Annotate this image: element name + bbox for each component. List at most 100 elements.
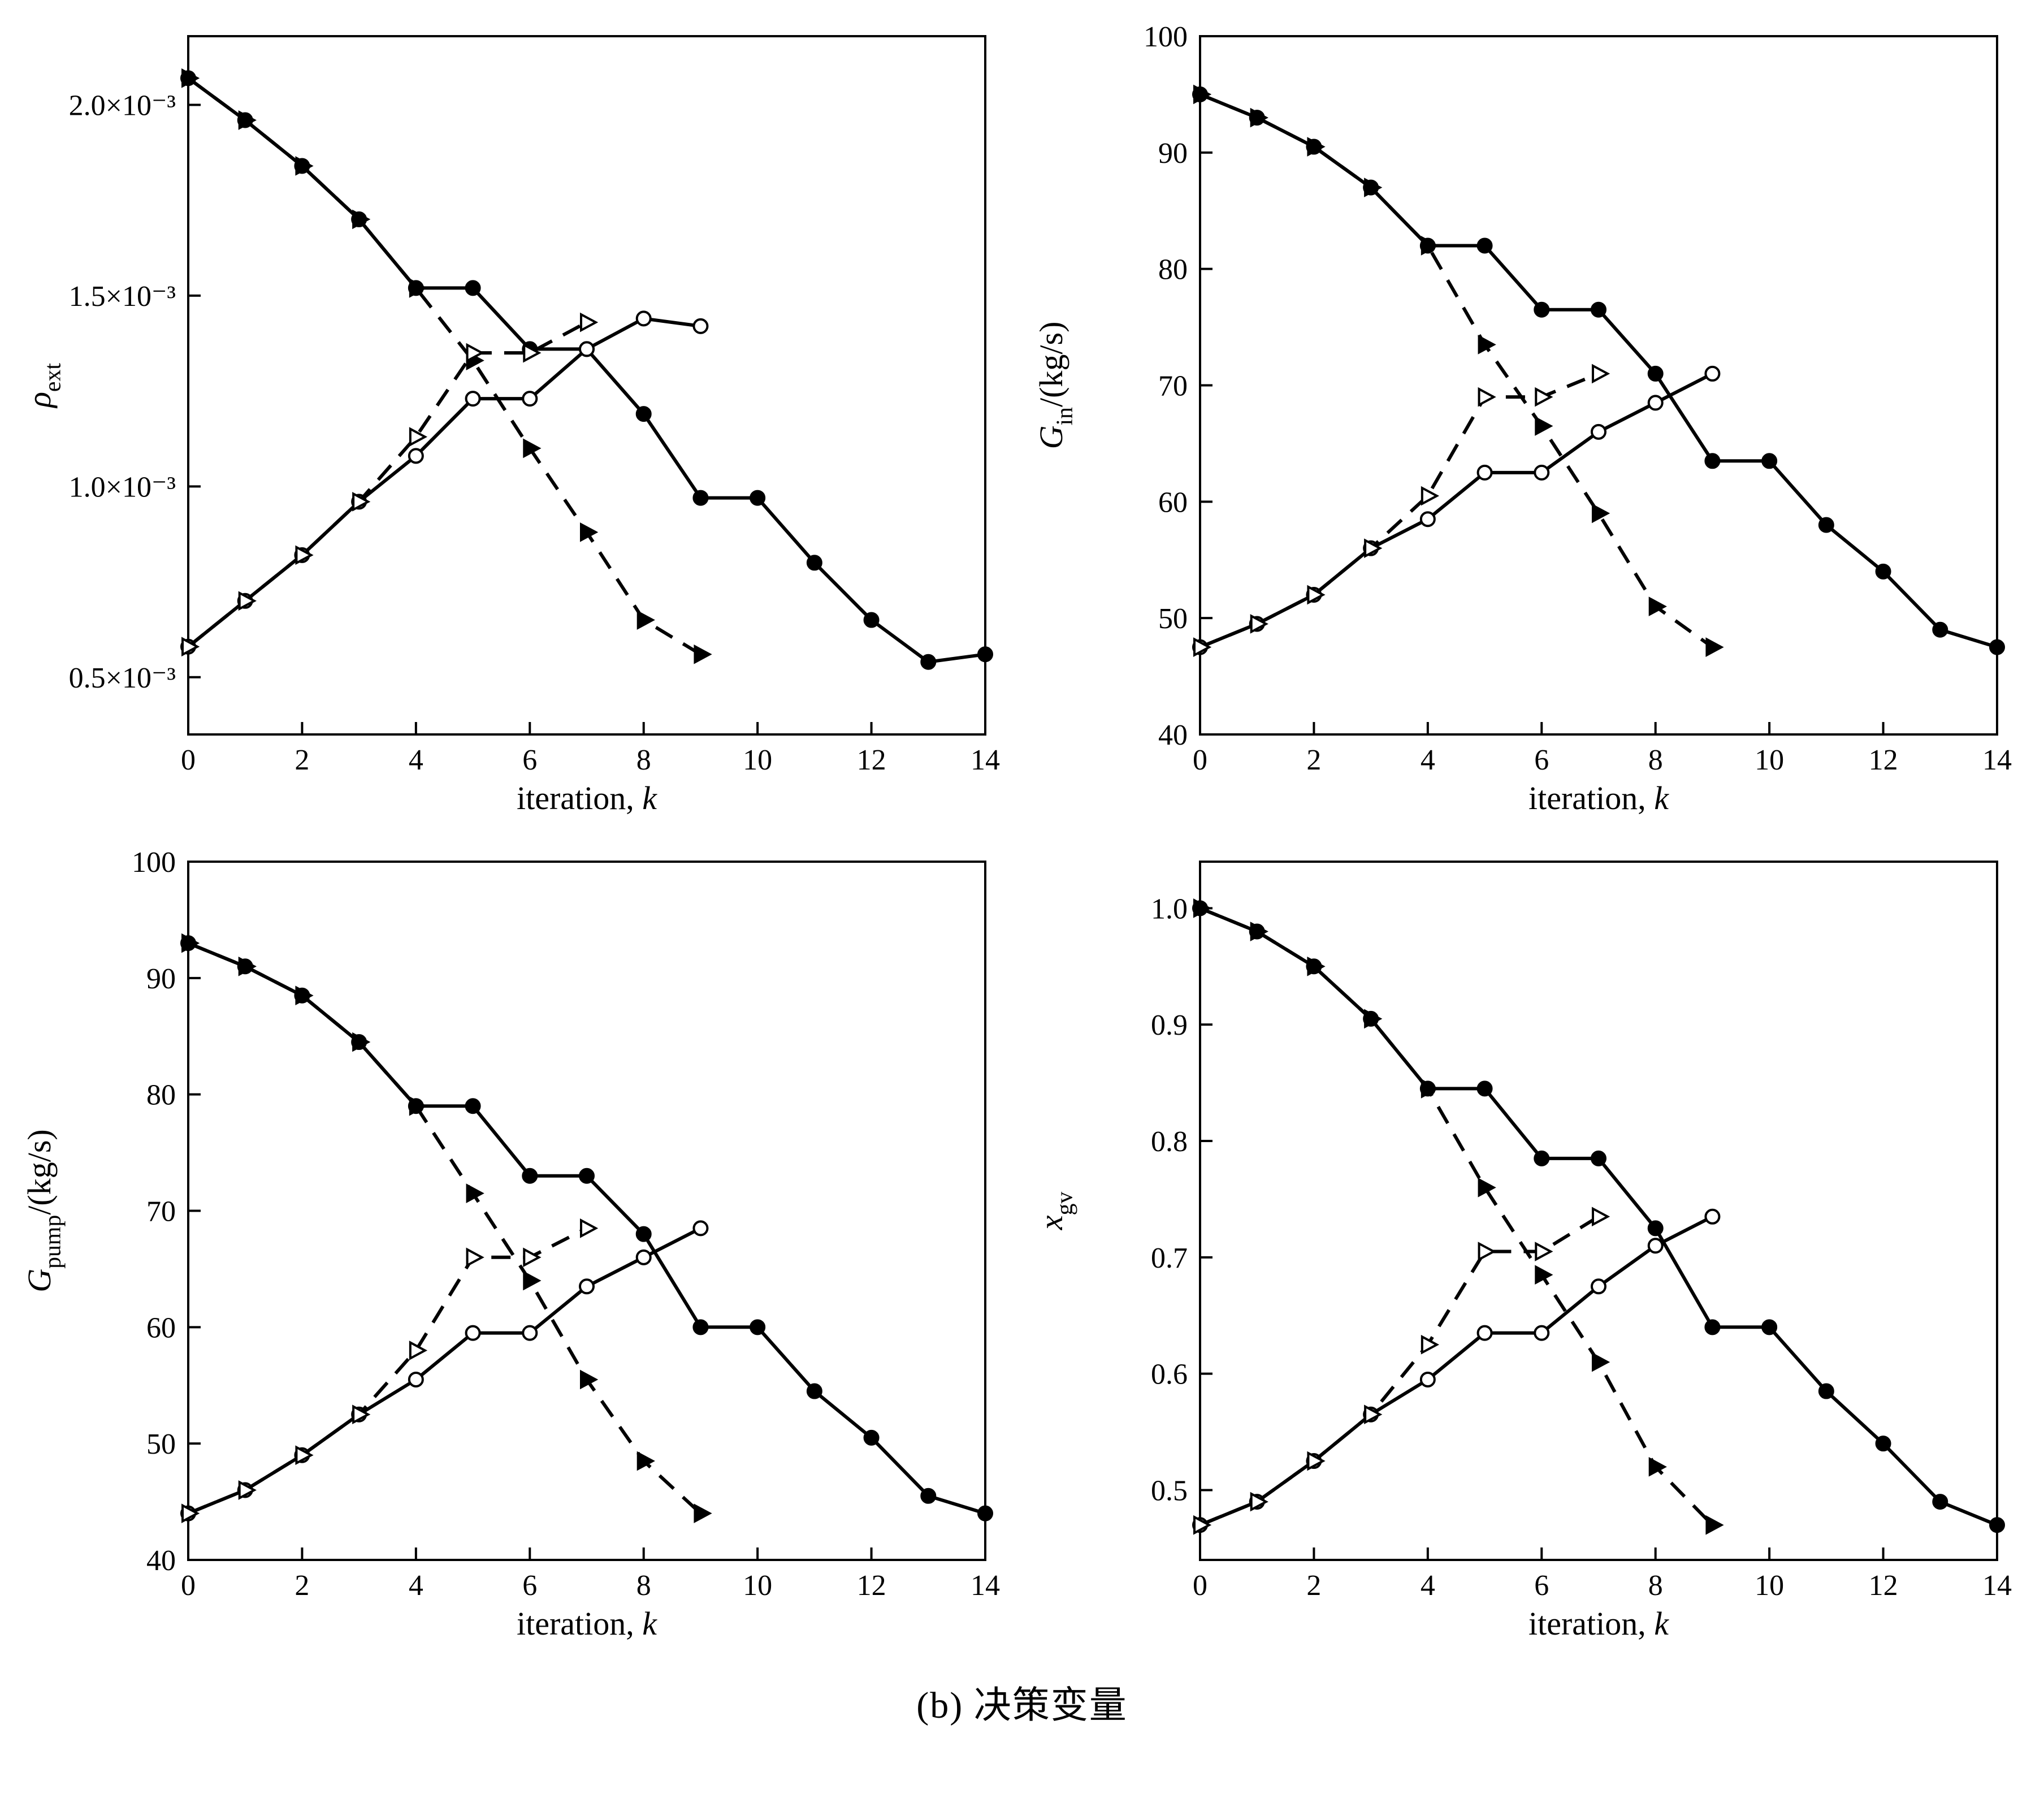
circle-filled-marker xyxy=(1761,1319,1778,1335)
triangle-filled-marker xyxy=(1705,637,1724,657)
circle-filled-marker xyxy=(1989,639,2005,655)
series-open-circle-solid xyxy=(1192,1208,1721,1533)
y-tick-label: 60 xyxy=(1158,486,1188,518)
circle-filled-marker xyxy=(692,490,709,506)
series-line-filled-triangle-dashed xyxy=(1199,93,1714,649)
circle-open-marker xyxy=(1476,464,1493,481)
triangle-open-marker xyxy=(523,343,542,363)
triangle-filled-marker xyxy=(181,68,200,88)
triangle-open-marker xyxy=(1478,1242,1496,1261)
triangle-filled-marker xyxy=(295,985,314,1006)
triangle-filled-marker xyxy=(694,1503,712,1524)
circle-open-marker xyxy=(465,1325,481,1341)
x-tick-label: 2 xyxy=(1306,744,1321,776)
y-tick-label: 100 xyxy=(132,846,176,879)
triangle-filled-marker xyxy=(1421,236,1440,256)
x-tick-label: 14 xyxy=(1982,1570,2012,1602)
triangle-open-marker xyxy=(181,1503,200,1524)
triangle-filled-marker xyxy=(1478,335,1496,355)
y-tick-label: 0.5×10⁻³ xyxy=(69,662,176,694)
triangle-open-marker xyxy=(1478,387,1496,407)
triangle-open-marker xyxy=(466,1247,484,1268)
y-tick-label: 50 xyxy=(146,1428,176,1460)
circle-open-marker xyxy=(1419,511,1436,528)
series-open-triangle-dashed xyxy=(1193,1207,1610,1535)
triangle-filled-marker xyxy=(1307,956,1326,976)
circle-open-marker xyxy=(692,318,709,334)
series-filled-triangle-dashed xyxy=(181,933,712,1524)
circle-filled-marker xyxy=(1875,563,1891,580)
series-line-open-triangle-dashed xyxy=(187,321,588,649)
x-tick-label: 2 xyxy=(295,1570,309,1602)
chart-x-gv-plot: 0 2 4 6 8 10 12 14 0.5 0.6 0.7 0.8 0.9 1.0 iteration, … xyxy=(1033,861,2012,1642)
circle-filled-marker xyxy=(579,1168,595,1184)
circle-open-marker xyxy=(1419,1371,1436,1387)
x-tick-label: 10 xyxy=(1755,1570,1784,1602)
circle-filled-marker xyxy=(750,1319,766,1335)
x-tick-label: 10 xyxy=(743,1570,772,1602)
x-tick-label: 4 xyxy=(409,744,423,776)
triangle-open-marker xyxy=(1307,1451,1326,1471)
x-tick-label: 8 xyxy=(636,744,651,776)
circle-filled-marker xyxy=(863,1429,880,1446)
series-open-circle-solid xyxy=(180,310,709,655)
x-axis: 0 2 4 6 8 10 12 14 xyxy=(1193,1547,2012,1602)
triangle-filled-marker xyxy=(466,1183,484,1203)
circle-filled-marker xyxy=(750,490,766,506)
triangle-open-marker xyxy=(352,491,371,512)
series-filled-triangle-dashed xyxy=(1193,84,1724,657)
y-tick-label: 0.9 xyxy=(1151,1009,1188,1041)
plot-frame xyxy=(1199,35,1998,736)
circle-open-marker xyxy=(522,1325,538,1341)
circle-filled-marker xyxy=(1476,1080,1493,1097)
chart-g-pump: 0 2 4 6 8 10 12 14 40 50 60 70 80 90 100 iteration, k Gp… xyxy=(10,833,1022,1659)
chart-rho-ext: 0 2 4 6 8 10 12 14 0.5×10⁻³ 1.0×10⁻³ 1.5×10⁻³ 2.0×1… xyxy=(10,8,1022,833)
circle-filled-marker xyxy=(1534,301,1550,318)
circle-open-marker xyxy=(1704,1208,1721,1225)
figure-caption: (b) 决策变量 xyxy=(916,1685,1128,1726)
series-line-filled-triangle-dashed xyxy=(187,76,701,656)
y-tick-label: 1.0 xyxy=(1151,893,1188,925)
x-tick-label: 8 xyxy=(636,1570,651,1602)
triangle-filled-marker xyxy=(1193,84,1212,105)
triangle-filled-marker xyxy=(181,933,200,953)
triangle-filled-marker xyxy=(1592,1352,1610,1372)
triangle-open-marker xyxy=(1250,1492,1268,1512)
y-tick-label: 100 xyxy=(1144,21,1188,53)
circle-filled-marker xyxy=(977,646,993,663)
triangle-open-marker xyxy=(1364,1404,1383,1425)
x-tick-label: 12 xyxy=(857,1570,886,1602)
y-axis-title: Gpump/(kg/s) xyxy=(21,1129,66,1292)
circle-open-marker xyxy=(465,391,481,407)
triangle-filled-marker xyxy=(1592,503,1610,524)
circle-filled-marker xyxy=(1704,453,1721,469)
x-tick-label: 4 xyxy=(409,1570,423,1602)
triangle-filled-marker xyxy=(1250,922,1268,941)
circle-open-marker xyxy=(1647,395,1664,411)
y-tick-label: 60 xyxy=(146,1312,176,1344)
chart-g-pump-plot: 0 2 4 6 8 10 12 14 40 50 60 70 80 90 100 iteration, k Gp… xyxy=(21,846,1000,1642)
y-tick-label: 0.8 xyxy=(1151,1126,1188,1158)
x-tick-label: 12 xyxy=(857,744,886,776)
circle-filled-marker xyxy=(1932,1494,1948,1510)
y-axis-title: ρext xyxy=(21,363,66,409)
circle-filled-marker xyxy=(920,654,937,670)
y-tick-label: 0.7 xyxy=(1151,1242,1188,1274)
y-tick-label: 1.5×10⁻³ xyxy=(69,280,176,313)
series-line-open-triangle-dashed xyxy=(1199,1215,1600,1527)
x-tick-label: 10 xyxy=(743,744,772,776)
triangle-filled-marker xyxy=(1478,1177,1496,1198)
x-tick-label: 12 xyxy=(1869,744,1898,776)
triangle-filled-marker xyxy=(523,438,542,459)
triangle-filled-marker xyxy=(409,1096,428,1116)
y-axis: 40 50 60 70 80 90 100 xyxy=(1144,21,1212,751)
circle-filled-marker xyxy=(1932,621,1948,638)
circle-open-marker xyxy=(1476,1325,1493,1341)
circle-filled-marker xyxy=(920,1488,937,1504)
triangle-open-marker xyxy=(1535,1242,1553,1261)
circle-filled-marker xyxy=(1818,517,1834,533)
x-axis-title: iteration, k xyxy=(1528,1605,1669,1642)
y-tick-label: 90 xyxy=(1158,137,1188,170)
y-axis: 0.5 0.6 0.7 0.8 0.9 1.0 xyxy=(1151,893,1212,1507)
series-line-filled-triangle-dashed xyxy=(187,941,702,1515)
